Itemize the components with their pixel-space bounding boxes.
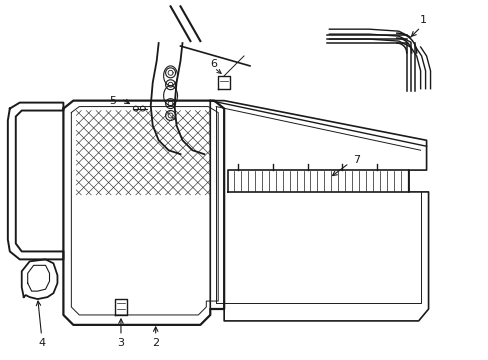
Text: 1: 1 (419, 15, 426, 25)
Text: 4: 4 (38, 338, 45, 348)
Text: 7: 7 (353, 155, 360, 165)
Text: 6: 6 (210, 59, 217, 69)
Text: 2: 2 (152, 338, 159, 348)
Text: 5: 5 (109, 95, 116, 105)
Text: 3: 3 (117, 338, 124, 348)
